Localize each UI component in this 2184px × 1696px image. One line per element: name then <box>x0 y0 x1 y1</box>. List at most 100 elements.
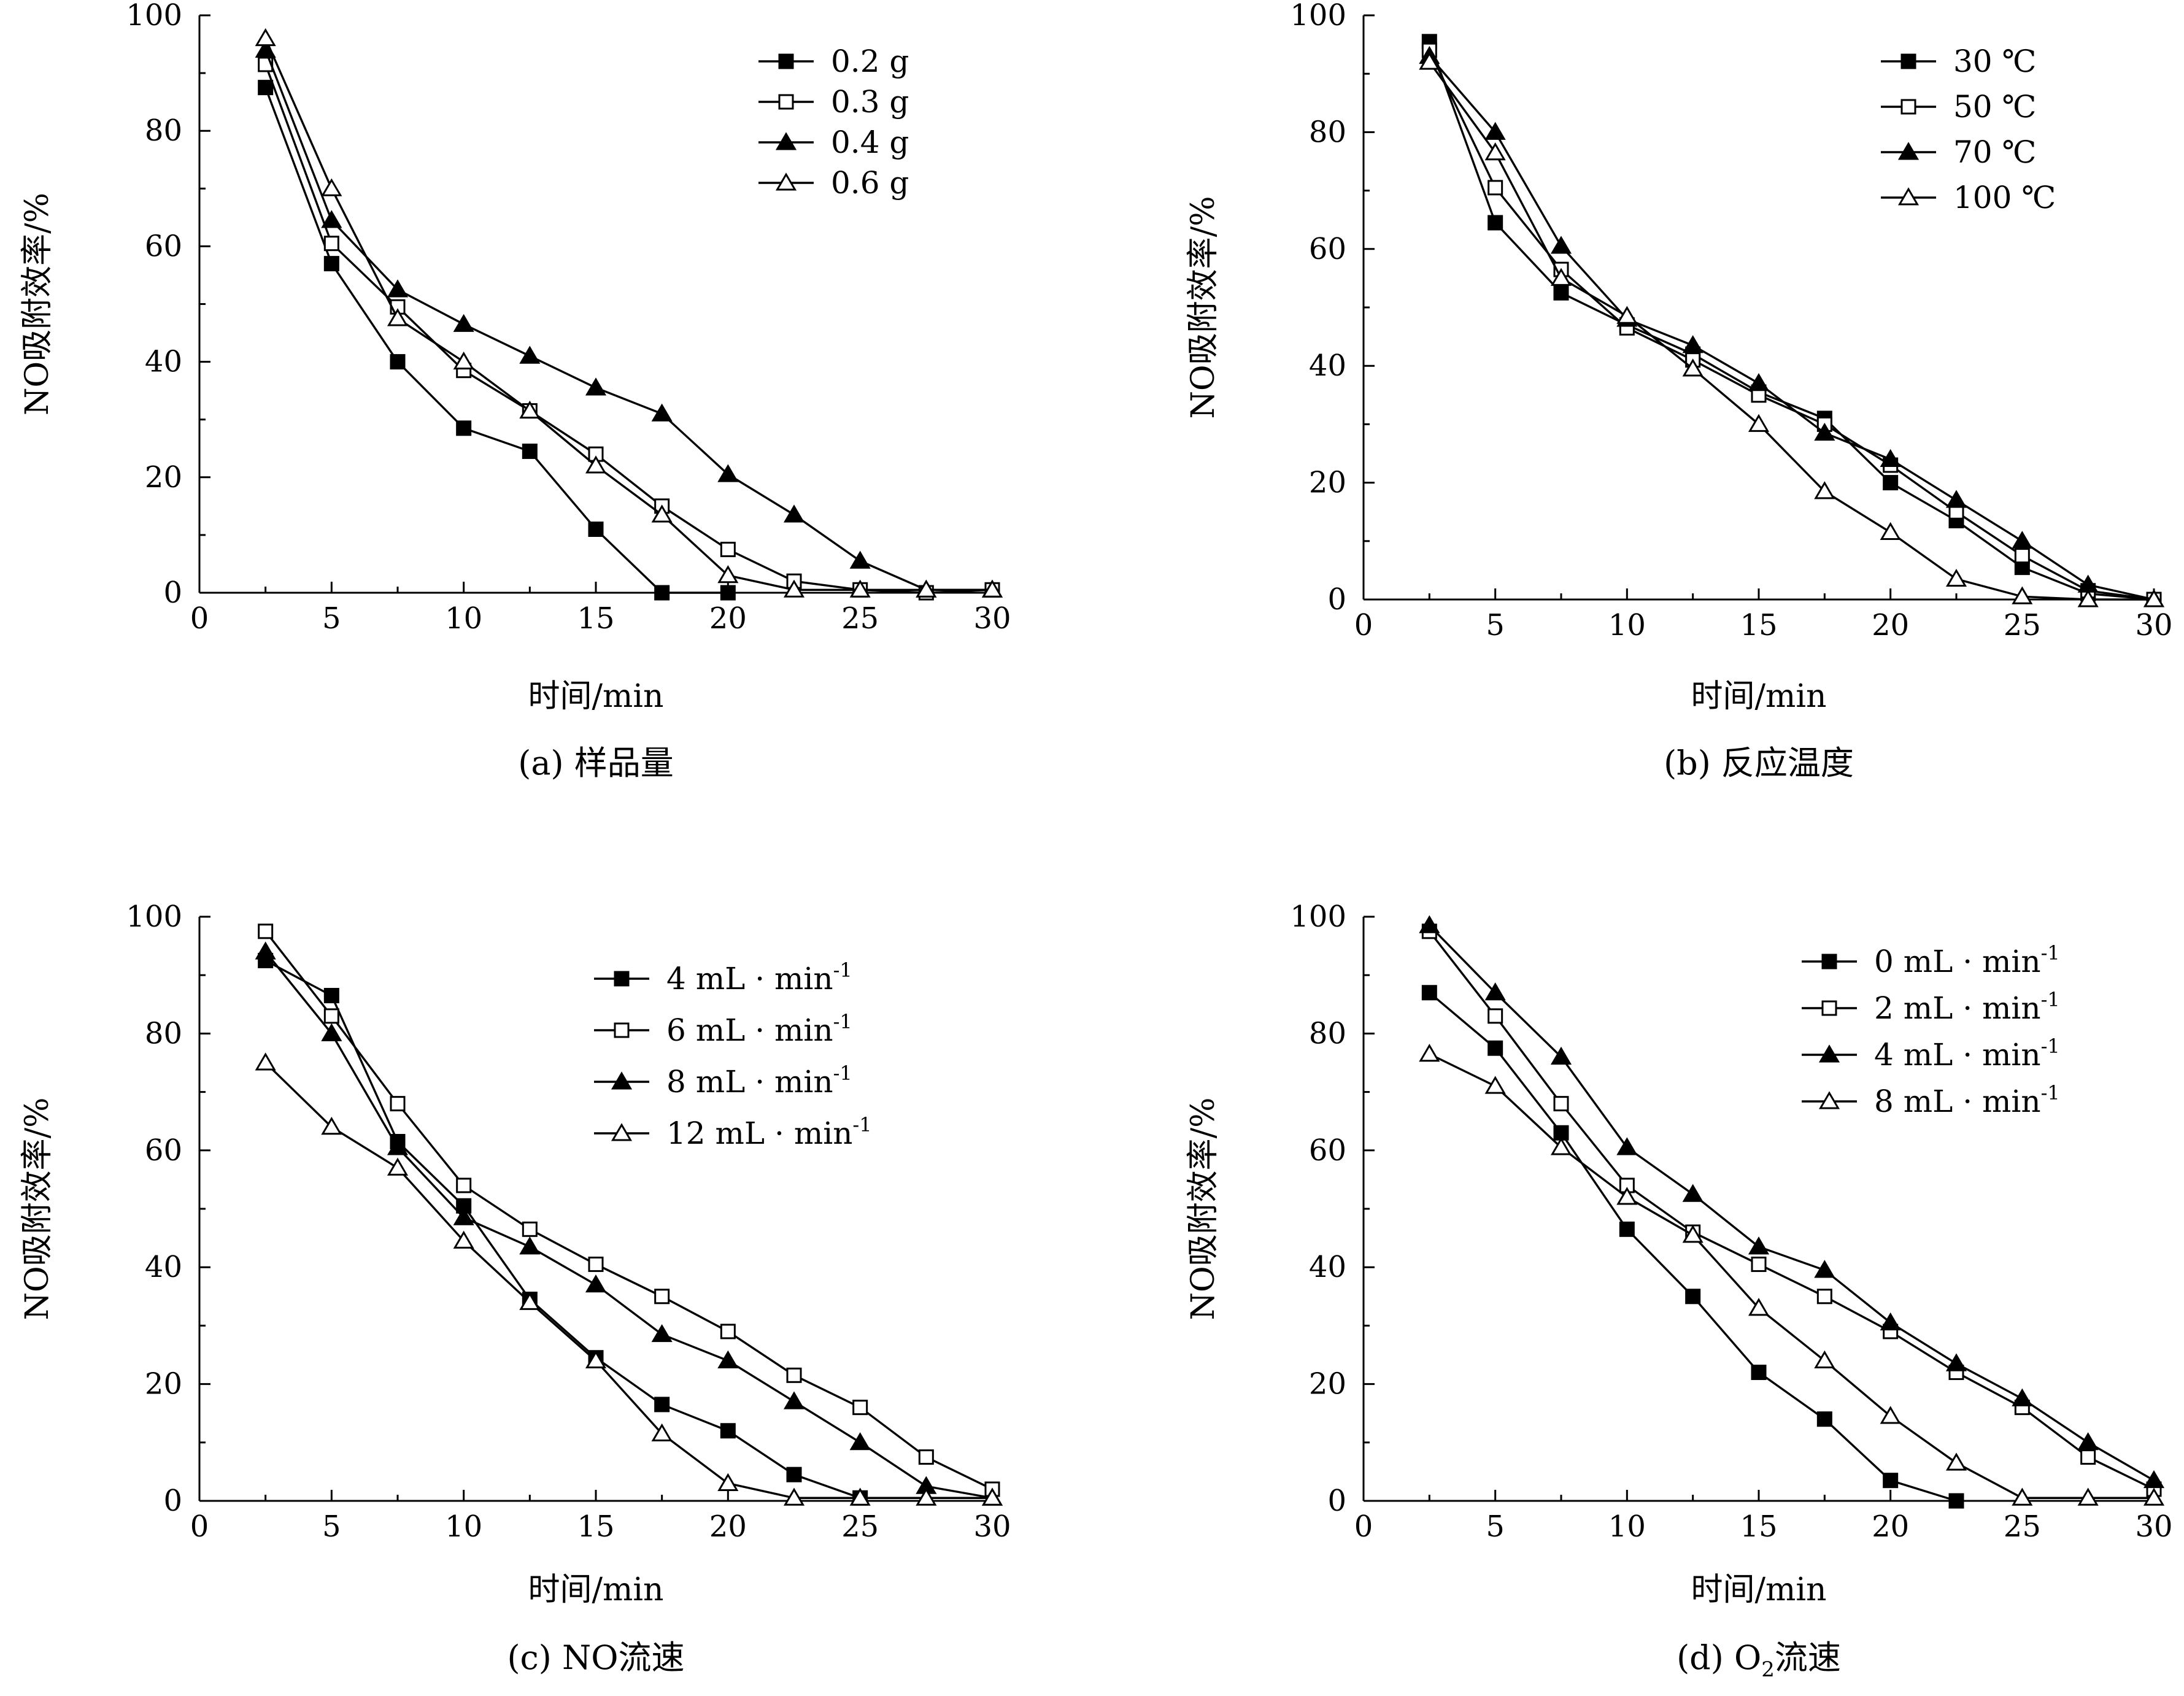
series-1 <box>258 80 736 601</box>
data-point <box>1751 1365 1767 1381</box>
legend-swatch-marker <box>1821 954 1837 969</box>
data-point <box>1616 1187 1638 1205</box>
y-tick-label: 80 <box>145 1016 182 1050</box>
data-point <box>1880 449 1901 468</box>
data-point <box>654 1397 670 1413</box>
data-point <box>2143 589 2165 607</box>
data-point <box>1814 422 1835 441</box>
data-point <box>1883 1473 1899 1489</box>
data-point <box>1945 490 1967 508</box>
legend-item: 2 mL · min-1 <box>1802 988 2060 1026</box>
data-point <box>321 210 342 228</box>
y-axis-label: NO吸附效率/% <box>1185 1097 1222 1320</box>
data-point <box>1748 373 1770 391</box>
data-point <box>1682 1184 1704 1202</box>
legend-label: 12 mL · min-1 <box>666 1113 872 1151</box>
series-line <box>264 49 992 591</box>
x-tick-label: 0 <box>1354 608 1373 642</box>
data-point <box>323 256 339 272</box>
legend-swatch-marker <box>1821 1000 1837 1016</box>
x-tick-label: 10 <box>445 1509 482 1544</box>
legend-label-superscript: -1 <box>2041 988 2060 1011</box>
legend-label-text: 12 mL · min <box>666 1116 852 1151</box>
data-point <box>585 455 607 474</box>
legend-item: 70 ℃ <box>1881 134 2036 170</box>
y-tick-label: 40 <box>1309 349 1346 383</box>
data-point <box>1419 52 1440 70</box>
panel-caption-text: (d) O <box>1677 1638 1761 1677</box>
legend-swatch-marker <box>778 94 794 110</box>
series-line <box>1428 50 2155 601</box>
legend-label: 2 mL · min-1 <box>1874 988 2060 1026</box>
data-point <box>849 1432 871 1451</box>
legend: 0.2 g 0.3 g 0.4 g 0.6 g <box>758 44 909 201</box>
data-point <box>1816 1411 1832 1427</box>
data-point <box>717 1350 739 1369</box>
y-tick-label: 40 <box>1309 1250 1346 1284</box>
data-point <box>1945 1452 1967 1471</box>
data-point <box>1945 568 1967 587</box>
data-point <box>849 579 871 598</box>
legend-label: 8 mL · min-1 <box>1874 1081 2060 1119</box>
data-point <box>1948 1493 1964 1509</box>
series-4 <box>255 28 1003 598</box>
legend-label-text: 100 ℃ <box>1953 180 2056 215</box>
x-axis-label: 时间/min <box>528 1571 664 1608</box>
data-point <box>1488 1008 1503 1024</box>
series-3 <box>1419 45 2165 607</box>
legend-label-text: 0 mL · min <box>1874 944 2041 979</box>
legend-item: 8 mL · min-1 <box>1802 1081 2060 1119</box>
legend-item: 0.3 g <box>758 84 909 120</box>
x-tick-label: 20 <box>709 1509 747 1544</box>
data-point <box>453 314 474 332</box>
legend-item: 8 mL · min-1 <box>594 1062 852 1100</box>
legend-label-text: 8 mL · min <box>1874 1084 2041 1119</box>
data-point <box>1421 985 1437 1001</box>
y-axis-label: NO吸附效率/% <box>19 193 56 415</box>
data-point <box>1484 982 1506 1001</box>
legend-label-text: 4 mL · min <box>1874 1037 2041 1073</box>
data-point <box>1419 1043 1440 1062</box>
legend-item: 30 ℃ <box>1881 44 2036 79</box>
data-point <box>717 565 739 584</box>
y-tick-label: 20 <box>145 460 182 495</box>
legend-label-superscript: -1 <box>833 958 852 982</box>
data-point <box>456 1178 472 1193</box>
y-tick-label: 60 <box>145 1133 182 1168</box>
data-point <box>390 1096 406 1112</box>
y-tick-label: 0 <box>1327 1484 1346 1518</box>
data-point <box>321 178 342 196</box>
legend-label: 0.3 g <box>831 84 909 120</box>
legend-swatch-marker <box>1818 1044 1840 1063</box>
legend-label: 0.6 g <box>831 165 909 201</box>
y-tick-label: 20 <box>1309 1367 1346 1401</box>
data-point <box>1880 1406 1901 1424</box>
data-point <box>387 1137 409 1155</box>
legend-label: 50 ℃ <box>1953 89 2036 125</box>
legend: 4 mL · min-16 mL · min-18 mL · min-112 m… <box>594 958 872 1151</box>
panel-caption: (d) O2流速 <box>1677 1638 1841 1682</box>
data-point <box>1550 1137 1572 1155</box>
legend-label: 0 mL · min-1 <box>1874 941 2060 979</box>
legend-label-text: 50 ℃ <box>1953 89 2036 125</box>
data-point <box>1748 1298 1770 1316</box>
x-tick-label: 30 <box>973 601 1011 636</box>
chart-panel-a: 0 5 10 15 20 25 30 0 20 40 60 80 100 时间/min NO吸附效率/% (a… <box>19 0 1011 782</box>
data-point <box>916 1487 937 1506</box>
series-3 <box>1419 915 2165 1489</box>
data-point <box>2012 531 2033 549</box>
x-tick-label: 0 <box>190 1509 209 1544</box>
legend-label-text: 2 mL · min <box>1874 990 2041 1026</box>
legend-swatch-marker <box>611 1123 633 1141</box>
y-tick-label: 60 <box>145 229 182 263</box>
y-tick-label: 0 <box>163 1484 182 1518</box>
data-point <box>1814 1260 1835 1278</box>
data-point <box>1880 522 1901 541</box>
legend-label: 100 ℃ <box>1953 180 2056 215</box>
legend-label: 4 mL · min-1 <box>666 958 852 996</box>
legend-label-text: 0.4 g <box>831 125 909 160</box>
series-line <box>1428 41 2155 601</box>
data-point <box>1816 1289 1832 1305</box>
x-tick-label: 20 <box>1872 1509 1909 1544</box>
data-point <box>1553 285 1569 301</box>
